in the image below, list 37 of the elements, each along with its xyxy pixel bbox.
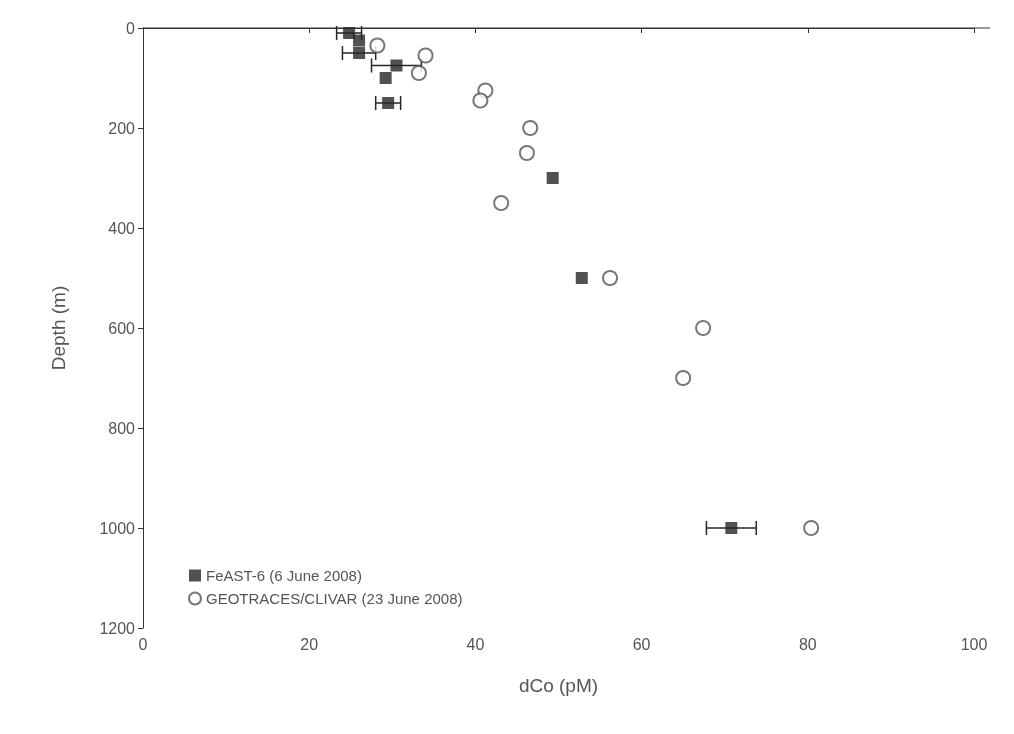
point: [379, 72, 392, 84]
point: [575, 272, 588, 284]
point: [417, 47, 434, 64]
point: [546, 172, 559, 184]
y-tick-label: 400: [108, 219, 136, 237]
point: [410, 65, 427, 81]
y-tick-label: 1000: [99, 519, 136, 537]
x-tick-label: 60: [632, 635, 651, 653]
point: [725, 522, 738, 534]
legend-label: FeAST-6 (6 June 2008): [206, 567, 362, 584]
point: [472, 92, 489, 109]
point: [382, 97, 395, 109]
x-tick-label: 100: [960, 635, 988, 653]
x-tick-label: 20: [300, 635, 319, 653]
point: [518, 145, 535, 161]
x-tick-label: 0: [138, 635, 148, 653]
x-tick-label: 80: [798, 635, 817, 653]
y-tick-label: 200: [108, 119, 136, 137]
point: [803, 520, 820, 536]
point: [695, 320, 712, 336]
point: [343, 27, 356, 39]
point: [353, 34, 366, 47]
point: [602, 270, 619, 286]
point: [522, 120, 539, 136]
x-tick-label: 40: [466, 635, 485, 653]
point: [353, 47, 366, 59]
y-tick-label: 800: [108, 419, 136, 437]
y-axis-title: Depth (m): [48, 285, 69, 371]
point: [369, 37, 386, 54]
legend-label: GEOTRACES/CLIVAR (23 June 2008): [206, 590, 463, 607]
x-axis-title: dCo (pM): [518, 675, 599, 696]
y-tick-label: 1200: [99, 619, 136, 637]
y-tick-label: 0: [126, 19, 136, 37]
point: [390, 59, 403, 72]
point: [493, 195, 510, 211]
y-tick-label: 600: [108, 319, 136, 337]
point: [675, 370, 692, 386]
